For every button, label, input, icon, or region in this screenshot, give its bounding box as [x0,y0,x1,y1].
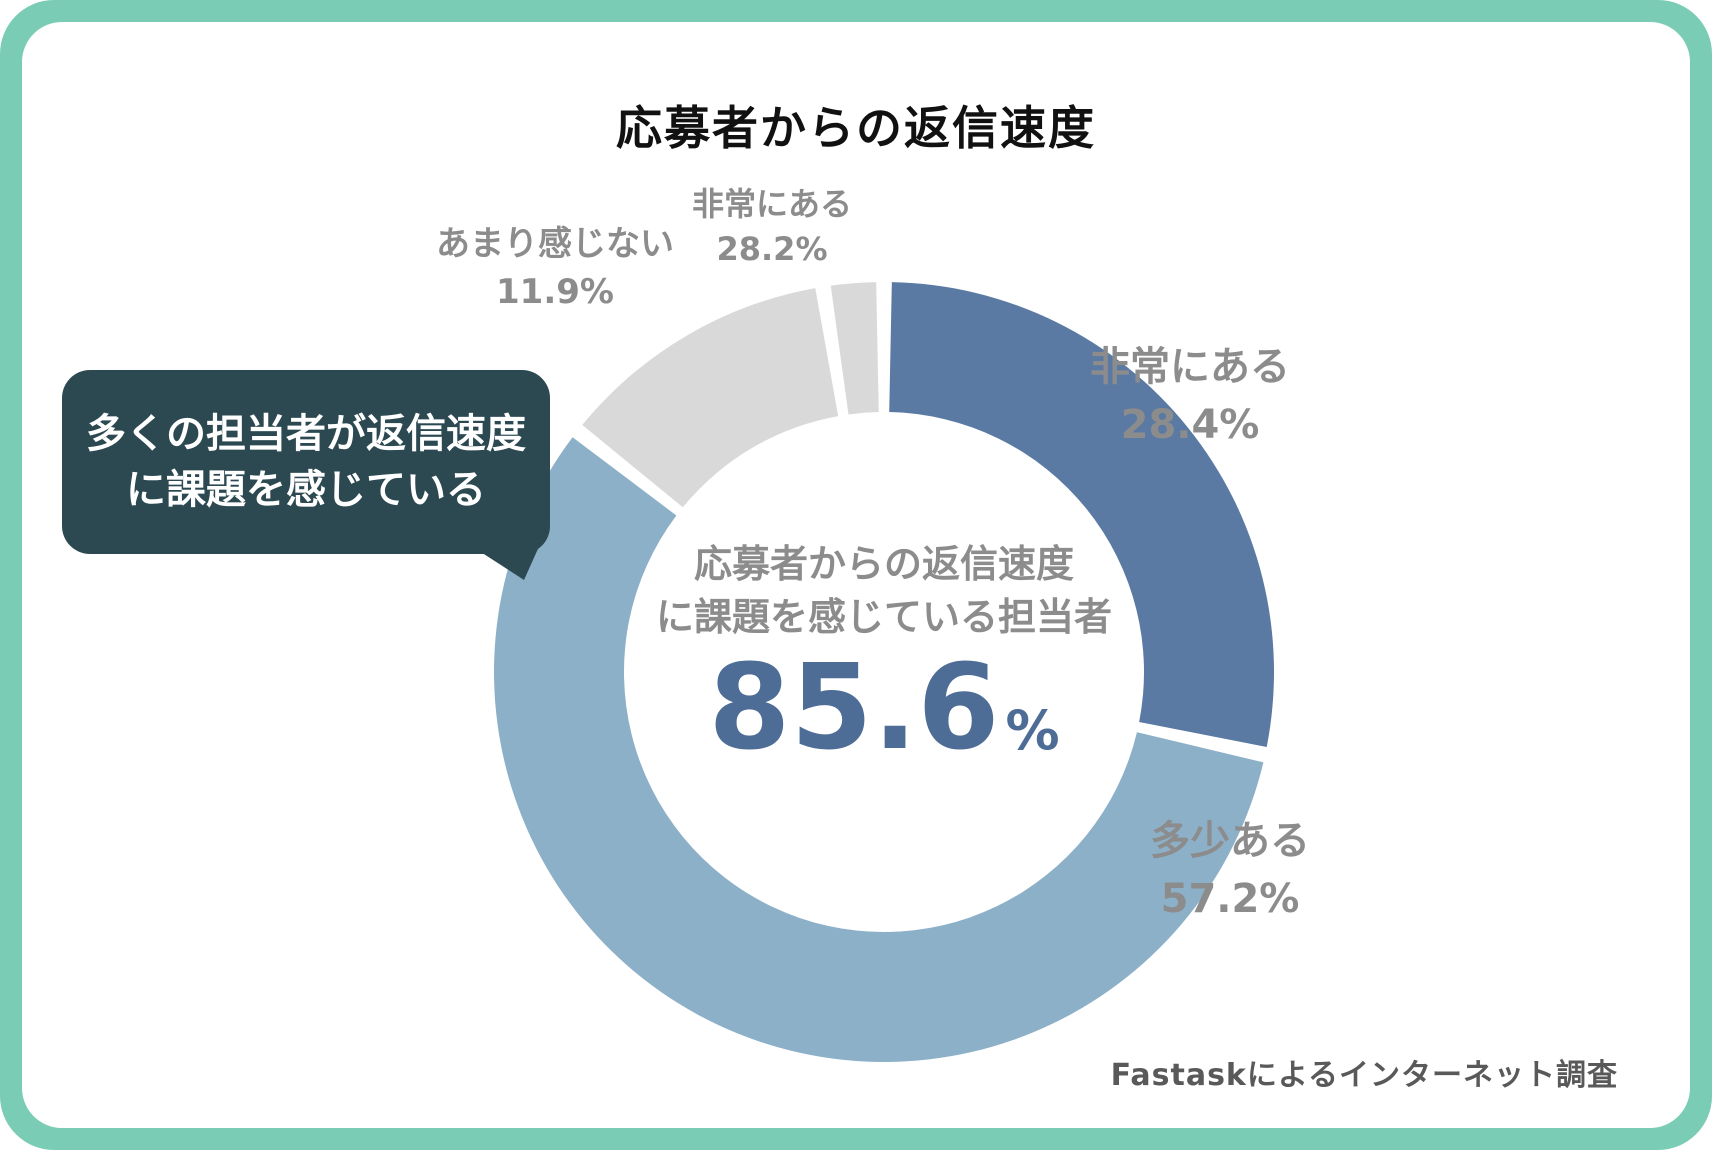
donut-segments [494,282,1275,1062]
callout-bubble: 多くの担当者が返信速度 に課題を感じている [62,370,550,554]
slice-label-tashou-value: 57.2% [1160,876,1300,922]
callout-line2: に課題を感じている [126,467,486,513]
slice-label-sliver-value: 28.2% [716,230,828,268]
slice-label-amari-value: 11.9% [496,272,614,312]
donut-segment-0-非常にある [889,282,1275,748]
slice-label-sliver-name: 非常にある [691,185,852,223]
callout-line1: 多くの担当者が返信速度 [86,411,526,457]
donut-center-value: 85.6 [708,638,1000,776]
donut-center-line2: に課題を感じている担当者 [655,595,1112,639]
donut-chart [442,282,1275,1062]
donut-center-line1: 応募者からの返信速度 [693,542,1074,586]
slice-label-tashou-name: 多少ある [1150,818,1310,864]
chart-title: 応募者からの返信速度 [616,101,1096,155]
slice-label-hijou: 非常にある 28.4% [1050,338,1330,454]
slice-label-amari-name: あまり感じない [436,224,674,264]
source-credit: Fastaskによるインターネット調査 [1110,1058,1618,1093]
donut-center-unit: % [1005,699,1060,762]
donut-segment-1-多少ある [494,437,1264,1062]
donut-center-label: 応募者からの返信速度 に課題を感じている担当者 85.6 % [600,538,1168,766]
slice-label-hijou-value: 28.4% [1120,402,1260,448]
slice-label-hijou-name: 非常にある [1090,344,1290,390]
slice-label-tashou: 多少ある 57.2% [1090,812,1370,928]
donut-segment-3-非常にある [830,282,879,415]
chart-card: 応募者からの返信速度 非常にある 28.2% あまり感じない 11.9% 非常に… [22,22,1690,1128]
slice-label-sliver: 非常にある 28.2% [650,182,894,272]
slice-label-amari: あまり感じない 11.9% [390,220,720,316]
donut-segment-2-あまり感じない [582,288,839,508]
donut-center-number: 85.6 % [600,648,1168,766]
